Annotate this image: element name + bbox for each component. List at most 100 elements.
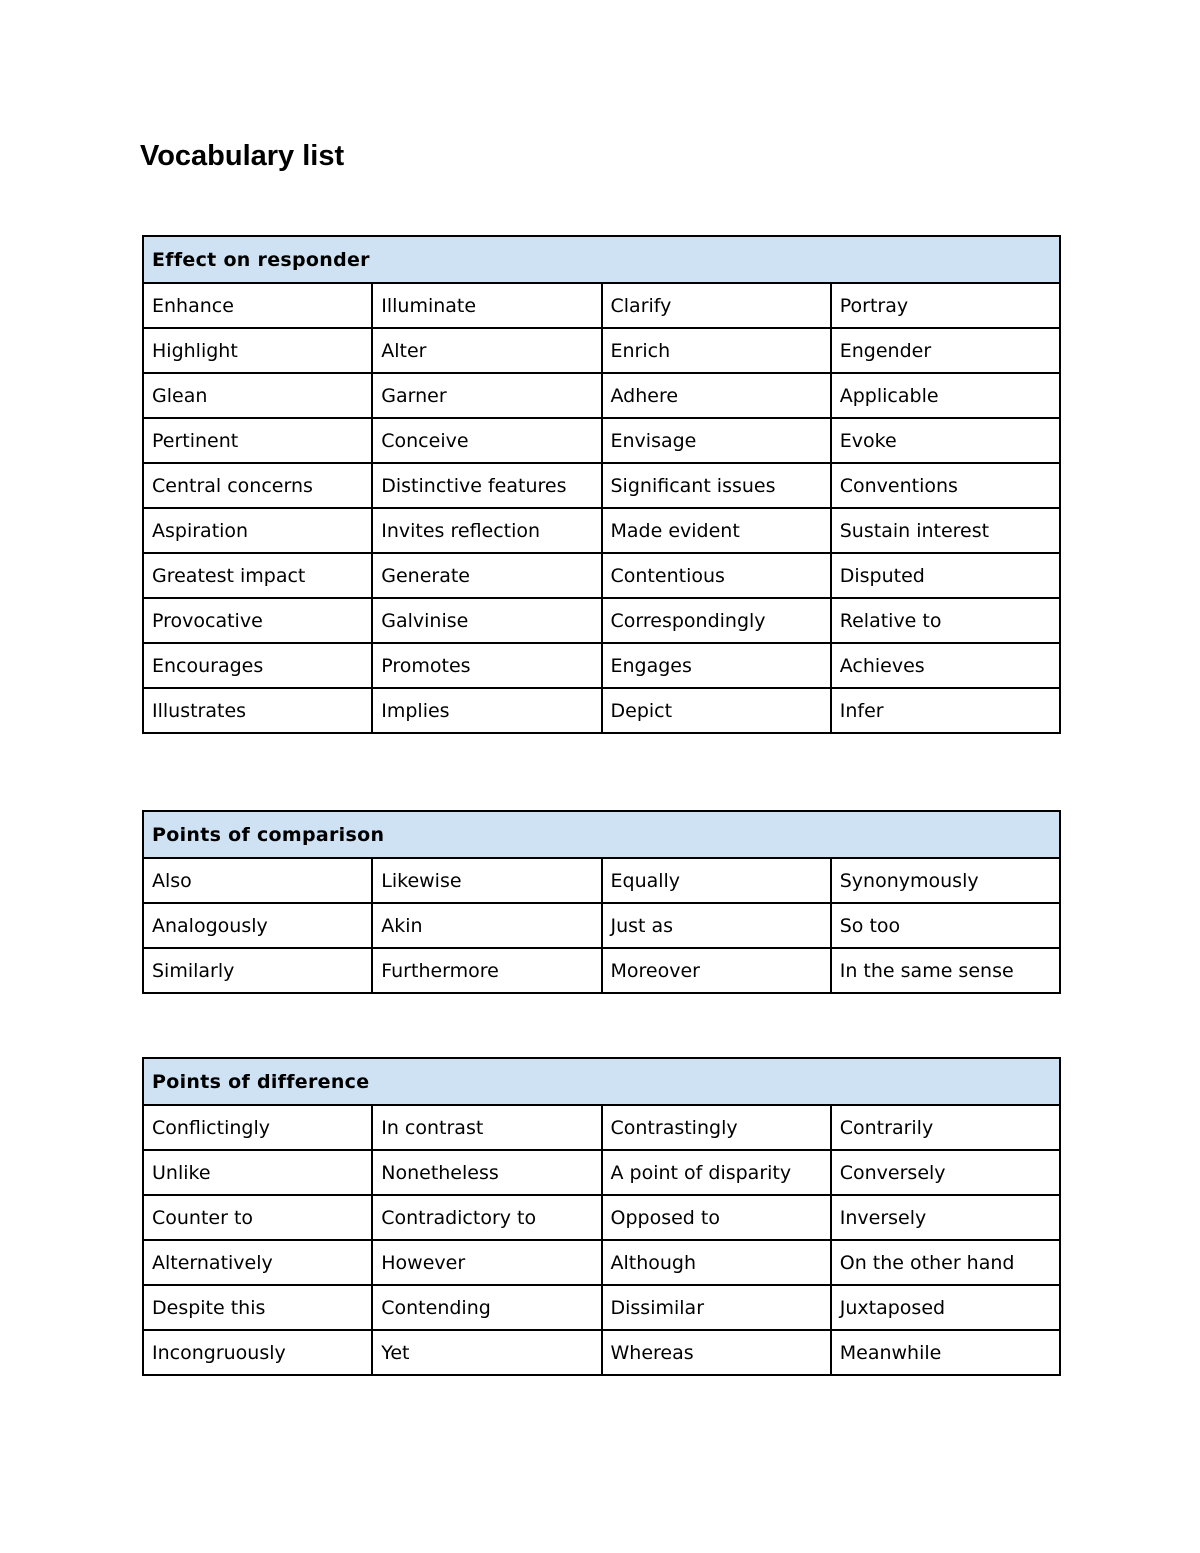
vocab-cell: Clarify (600, 282, 832, 329)
vocab-cell: Pertinent (141, 417, 374, 464)
vocab-cell: Whereas (600, 1329, 832, 1376)
vocab-cell: Meanwhile (829, 1329, 1062, 1376)
table-heading: Effect on responder (142, 235, 1061, 284)
vocab-cell: Adhere (600, 372, 832, 419)
vocab-cell: Garner (371, 372, 603, 419)
table-header-row: Points of comparison (142, 810, 1061, 859)
vocab-cell: Dissimilar (600, 1284, 832, 1331)
table-row: Incongruously Yet Whereas Meanwhile (141, 1329, 1062, 1376)
vocab-cell: Envisage (600, 417, 832, 464)
vocab-cell: Generate (371, 552, 603, 599)
vocab-cell: Enhance (141, 282, 374, 329)
vocab-cell: Conceive (371, 417, 603, 464)
vocab-cell: Encourages (141, 642, 374, 689)
vocab-cell: Yet (371, 1329, 603, 1376)
vocab-cell: In the same sense (829, 947, 1062, 994)
table-header-row: Points of difference (142, 1057, 1061, 1106)
vocab-cell: Achieves (829, 642, 1062, 689)
vocab-cell: Alter (371, 327, 603, 374)
points-of-difference-table: Points of difference Conflictingly In cont… (141, 1057, 1062, 1376)
table-row: Also Likewise Equally Synonymously (141, 857, 1062, 904)
vocab-cell: Similarly (141, 947, 374, 994)
table-row: Greatest impact Generate Contentious Disput… (141, 552, 1062, 599)
vocab-cell: Contrarily (829, 1104, 1062, 1151)
vocab-cell: Although (600, 1239, 832, 1286)
vocab-cell: Provocative (141, 597, 374, 644)
vocab-cell: Infer (829, 687, 1062, 734)
vocab-cell: Akin (371, 902, 603, 949)
vocab-cell: Incongruously (141, 1329, 374, 1376)
table-row: Conflictingly In contrast Contrastingly Con… (141, 1104, 1062, 1151)
vocab-cell: Contentious (600, 552, 832, 599)
vocab-cell: Central concerns (141, 462, 374, 509)
vocab-cell: Illuminate (371, 282, 603, 329)
table-row: Enhance Illuminate Clarify Portray (141, 282, 1062, 329)
vocab-cell: Just as (600, 902, 832, 949)
vocab-cell: On the other hand (829, 1239, 1062, 1286)
table-row: Central concerns Distinctive features Sign… (141, 462, 1062, 509)
vocab-cell: Engender (829, 327, 1062, 374)
vocab-cell: Aspiration (141, 507, 374, 554)
vocab-cell: Conventions (829, 462, 1062, 509)
table-heading: Points of difference (142, 1057, 1061, 1106)
vocab-cell: Glean (141, 372, 374, 419)
vocab-cell: Greatest impact (141, 552, 374, 599)
vocab-cell: Equally (600, 857, 832, 904)
vocab-cell: Furthermore (371, 947, 603, 994)
table-row: Despite this Contending Dissimilar Juxtapos… (141, 1284, 1062, 1331)
vocab-cell: Inversely (829, 1194, 1062, 1241)
vocab-cell: Sustain interest (829, 507, 1062, 554)
effect-on-responder-table: Effect on responder Enhance Illuminate Clar… (141, 235, 1062, 734)
vocab-cell: Despite this (141, 1284, 374, 1331)
page-title: Vocabulary list (140, 140, 345, 172)
table-row: Counter to Contradictory to Opposed to Inve… (141, 1194, 1062, 1241)
vocab-cell: Evoke (829, 417, 1062, 464)
vocab-cell: Contending (371, 1284, 603, 1331)
vocab-cell: Invites reflection (371, 507, 603, 554)
vocab-cell: Disputed (829, 552, 1062, 599)
vocab-cell: Nonetheless (371, 1149, 603, 1196)
vocab-cell: Synonymously (829, 857, 1062, 904)
vocab-cell: Distinctive features (371, 462, 603, 509)
vocab-cell: Conversely (829, 1149, 1062, 1196)
vocab-cell: In contrast (371, 1104, 603, 1151)
table-row: Illustrates Implies Depict Infer (141, 687, 1062, 734)
vocab-cell: Illustrates (141, 687, 374, 734)
vocab-cell: Opposed to (600, 1194, 832, 1241)
vocab-cell: Conflictingly (141, 1104, 374, 1151)
table-row: Unlike Nonetheless A point of disparity Con… (141, 1149, 1062, 1196)
vocab-cell: Highlight (141, 327, 374, 374)
vocab-cell: Counter to (141, 1194, 374, 1241)
points-of-comparison-table: Points of comparison Also Likewise Equally S… (141, 810, 1062, 994)
vocab-cell: Significant issues (600, 462, 832, 509)
table-row: Aspiration Invites reflection Made evident… (141, 507, 1062, 554)
vocab-cell: However (371, 1239, 603, 1286)
table-row: Alternatively However Although On the other… (141, 1239, 1062, 1286)
vocab-cell: Also (141, 857, 374, 904)
vocab-cell: Implies (371, 687, 603, 734)
table-heading: Points of comparison (142, 810, 1061, 859)
vocab-cell: Moreover (600, 947, 832, 994)
vocab-cell: Contradictory to (371, 1194, 603, 1241)
vocab-cell: A point of disparity (600, 1149, 832, 1196)
table-row: Encourages Promotes Engages Achieves (141, 642, 1062, 689)
vocab-cell: Galvinise (371, 597, 603, 644)
vocab-cell: Relative to (829, 597, 1062, 644)
vocab-cell: Promotes (371, 642, 603, 689)
vocab-cell: Depict (600, 687, 832, 734)
vocab-cell: Analogously (141, 902, 374, 949)
vocab-cell: Unlike (141, 1149, 374, 1196)
table-row: Glean Garner Adhere Applicable (141, 372, 1062, 419)
vocab-cell: So too (829, 902, 1062, 949)
vocab-cell: Applicable (829, 372, 1062, 419)
table-row: Highlight Alter Enrich Engender (141, 327, 1062, 374)
vocab-cell: Portray (829, 282, 1062, 329)
table-row: Similarly Furthermore Moreover In the same … (141, 947, 1062, 994)
vocab-cell: Correspondingly (600, 597, 832, 644)
vocab-cell: Contrastingly (600, 1104, 832, 1151)
table-row: Pertinent Conceive Envisage Evoke (141, 417, 1062, 464)
vocab-cell: Engages (600, 642, 832, 689)
table-row: Provocative Galvinise Correspondingly Relat… (141, 597, 1062, 644)
vocab-cell: Juxtaposed (829, 1284, 1062, 1331)
vocab-cell: Alternatively (141, 1239, 374, 1286)
